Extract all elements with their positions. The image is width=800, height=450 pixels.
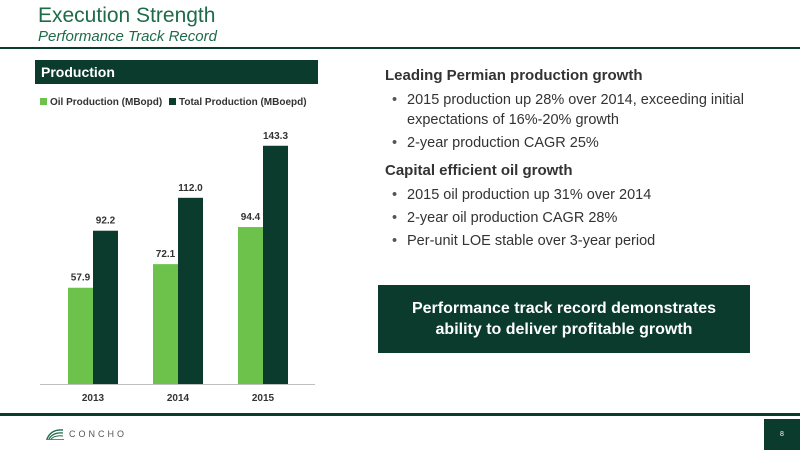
bullet-item: 2015 production up 28% over 2014, exceed… [385,90,785,130]
page-number: 8 [764,419,800,450]
callout-line-2: ability to deliver profitable growth [435,321,693,338]
heading-permian-growth: Leading Permian production growth [385,67,643,84]
bar [263,145,288,384]
bullet-item: 2015 oil production up 31% over 2014 [385,185,785,205]
legend-swatch [169,98,176,105]
bullet-list-permian: 2015 production up 28% over 2014, exceed… [385,90,785,153]
bullet-list-oil: 2015 oil production up 31% over 2014 2-y… [385,185,785,251]
bullet-item: Per-unit LOE stable over 3-year period [385,231,785,251]
company-logo: CONCHO [45,426,127,442]
x-tick-label: 2015 [252,393,275,404]
bar [178,197,203,384]
bullet-item: 2-year production CAGR 25% [385,133,785,153]
bar [238,227,263,384]
x-tick-label: 2014 [167,393,190,404]
key-points-panel: Leading Permian production growth 2015 p… [385,66,785,254]
page-title: Execution Strength [38,4,216,27]
bar [153,264,178,384]
x-tick-label: 2013 [82,393,105,404]
callout-line-1: Performance track record demonstrates [411,300,717,317]
data-label: 143.3 [263,131,288,142]
heading-oil-growth: Capital efficient oil growth [385,162,573,179]
logo-wordmark: CONCHO [69,429,127,439]
bar [93,230,118,384]
legend-label: Total Production (MBoepd) [179,97,307,108]
data-label: 94.4 [241,212,261,223]
data-label: 57.9 [71,273,91,284]
bullet-item: 2-year oil production CAGR 28% [385,208,785,228]
data-label: 92.2 [96,216,116,227]
concho-logo-icon [46,429,64,440]
callout-box: Performance track record demonstrates ab… [378,285,750,353]
data-label: 112.0 [178,183,203,194]
footer-divider [0,413,800,416]
bar [68,287,93,384]
title-divider [0,47,800,49]
data-label: 72.1 [156,249,176,260]
production-section-header: Production [35,60,318,84]
page-subtitle: Performance Track Record [38,28,217,45]
legend-swatch [40,98,47,105]
legend-label: Oil Production (MBopd) [50,97,162,108]
